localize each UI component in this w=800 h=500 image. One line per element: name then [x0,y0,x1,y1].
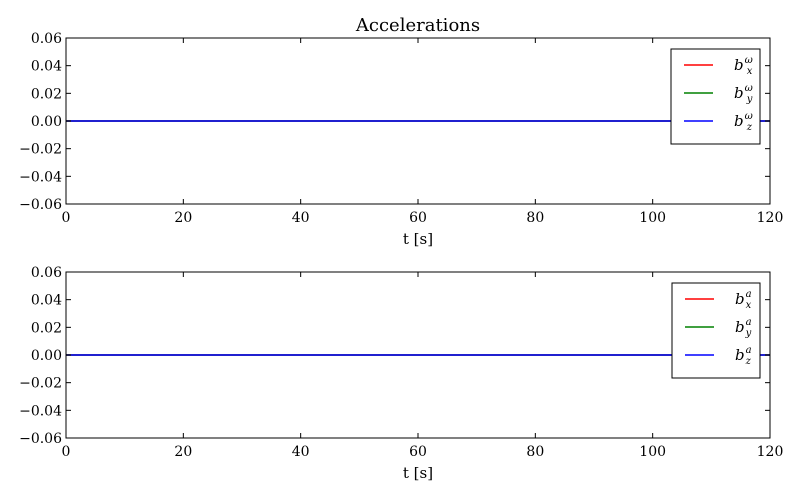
y-tick-label: −0.04 [19,403,62,419]
y-tick-label: 0.06 [31,265,62,281]
legend: bω x bω y bω z [670,48,761,145]
y-tick-label: −0.02 [19,142,62,158]
y-tick-label: 0.06 [31,31,62,47]
x-tick-label: 120 [757,444,784,460]
x-axis-label: t [s] [403,464,433,482]
x-tick-label: 60 [409,210,427,226]
subplot-2: 0 20 40 60 80 100 120 −0.06 −0.04 −0.02 0.00 0.02 0.… [19,265,783,482]
y-tick-label: 0.00 [31,114,62,130]
x-tick-label: 120 [757,210,784,226]
y-tick-label: −0.06 [19,431,62,447]
x-tick-label: 80 [526,210,544,226]
figure-title: Accelerations [355,15,480,36]
x-tick-label: 100 [639,210,666,226]
x-axis-label: t [s] [403,230,433,248]
legend-label-y: ba y [735,317,752,339]
y-tick-label: 0.04 [31,293,62,309]
y-tick-label: 0.00 [31,348,62,364]
subplot-1: 0 20 40 60 80 100 120 −0.06 −0.04 −0.02 0.00 0.02 0.… [19,31,783,248]
legend-label-z: bω z [734,111,753,133]
x-tick-label: 40 [292,444,310,460]
x-tick-label: 80 [526,444,544,460]
y-tick-label: 0.02 [31,86,62,102]
x-tick-label: 20 [174,444,192,460]
x-tick-label: 60 [409,444,427,460]
y-tick-label: 0.04 [31,59,62,75]
x-tick-label: 100 [639,444,666,460]
y-tick-label: −0.04 [19,169,62,185]
y-tick-label: −0.06 [19,197,62,213]
x-tick-label: 0 [62,444,71,460]
legend-label-y: bω y [734,83,753,105]
x-tick-label: 0 [62,210,71,226]
legend-label-z: ba z [735,345,752,367]
x-tick-label: 40 [292,210,310,226]
y-tick-label: −0.02 [19,376,62,392]
legend: ba x ba y ba z [671,282,761,379]
legend-label-x: ba x [735,289,752,311]
y-tick-label: 0.02 [31,320,62,336]
x-tick-label: 20 [174,210,192,226]
legend-label-x: bω x [734,55,753,77]
